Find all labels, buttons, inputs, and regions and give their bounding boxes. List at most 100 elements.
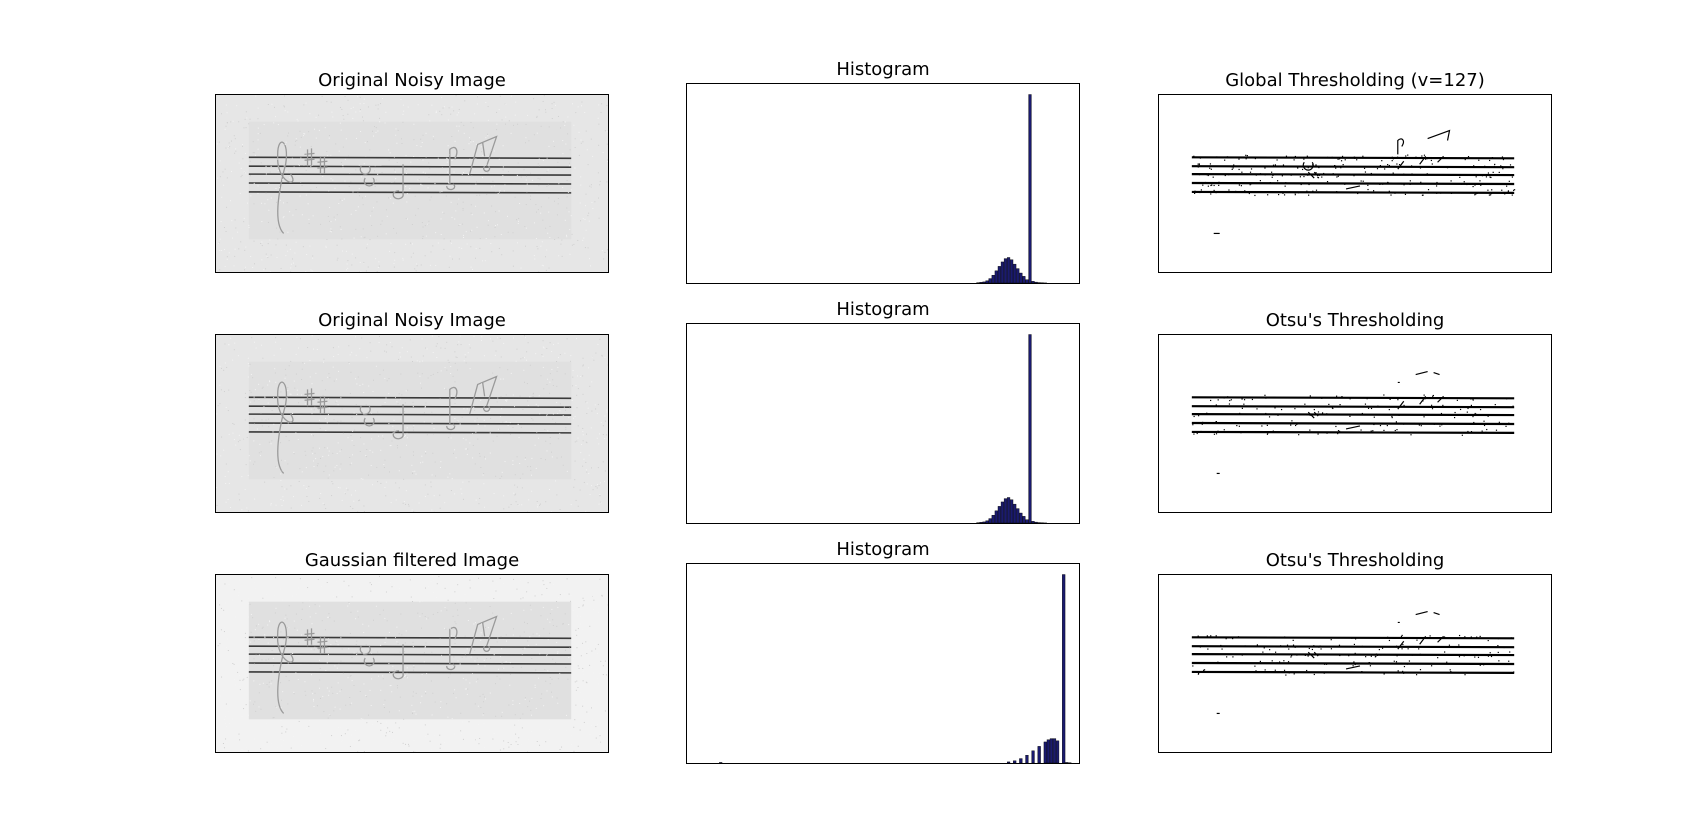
noise-pixel	[516, 456, 518, 458]
speckle	[1446, 167, 1449, 169]
noise-pixel	[542, 219, 544, 221]
noise-pixel	[275, 744, 277, 746]
noise-pixel	[606, 649, 608, 651]
speckle	[1277, 193, 1280, 196]
noise-pixel	[320, 223, 322, 225]
noise-pixel	[296, 577, 298, 579]
noise-pixel	[502, 618, 504, 620]
noise-pixel	[319, 679, 321, 681]
noise-pixel	[599, 578, 601, 580]
noise-pixel	[527, 640, 529, 642]
noise-pixel	[336, 400, 338, 402]
noise-pixel	[486, 171, 488, 173]
noise-pixel	[222, 743, 224, 744]
noise-pixel	[421, 373, 423, 375]
noise-pixel	[536, 633, 538, 635]
noise-pixel	[321, 95, 323, 97]
speckle	[1402, 643, 1404, 646]
noise-pixel	[467, 688, 469, 690]
speckle	[1328, 403, 1330, 406]
noise-pixel	[527, 582, 529, 584]
noise-pixel	[225, 741, 227, 743]
noise-pixel	[375, 258, 377, 260]
noise-pixel	[460, 488, 462, 490]
speckle	[1340, 167, 1342, 169]
noise-pixel	[430, 251, 432, 253]
noise-pixel	[515, 733, 517, 735]
noise-pixel	[598, 144, 600, 146]
noise-pixel	[284, 377, 286, 379]
speckle	[1194, 190, 1196, 192]
noise-pixel	[570, 744, 572, 746]
noise-pixel	[448, 437, 450, 439]
noise-pixel	[348, 648, 350, 650]
noise-pixel	[464, 635, 466, 637]
noise-pixel	[408, 745, 410, 747]
noise-pixel	[354, 730, 356, 732]
speckle	[1361, 645, 1363, 647]
speckle	[1274, 669, 1276, 671]
noise-pixel	[219, 604, 221, 606]
noise-pixel	[591, 596, 593, 598]
noise-pixel	[486, 194, 488, 196]
noise-pixel	[530, 195, 532, 197]
speckle	[1485, 176, 1488, 178]
noise-pixel	[435, 264, 437, 266]
noise-pixel	[291, 157, 293, 159]
noise-pixel	[243, 678, 245, 680]
noise-pixel	[280, 479, 282, 481]
histogram-bar	[1019, 512, 1023, 523]
speckle	[1381, 160, 1383, 162]
speckle	[1508, 180, 1510, 182]
noise-pixel	[479, 247, 481, 249]
noise-pixel	[231, 718, 233, 720]
noise-pixel	[238, 592, 240, 593]
noise-pixel	[582, 705, 584, 707]
noise-pixel	[218, 242, 220, 244]
noise-pixel	[301, 471, 303, 473]
noise-pixel	[266, 593, 268, 595]
noise-pixel	[293, 451, 295, 453]
noise-pixel	[549, 582, 551, 584]
speckle	[1282, 192, 1284, 194]
noise-pixel	[245, 246, 247, 248]
noise-pixel	[345, 138, 347, 140]
noise-pixel	[503, 508, 505, 510]
noise-pixel	[341, 740, 343, 742]
speckle	[1513, 189, 1516, 191]
noise-pixel	[235, 444, 237, 446]
speckle	[1403, 665, 1406, 668]
noise-pixel	[401, 634, 403, 636]
speckle	[1466, 183, 1468, 186]
noise-pixel	[576, 394, 578, 396]
speckle	[1321, 176, 1323, 178]
speckle	[1255, 174, 1257, 176]
noise-pixel	[557, 606, 559, 608]
noise-pixel	[294, 144, 296, 146]
noise-pixel	[369, 449, 371, 451]
noise-pixel	[329, 407, 331, 409]
speckle	[1259, 173, 1262, 175]
speckle	[1232, 167, 1234, 169]
noise-pixel	[339, 226, 341, 228]
noise-pixel	[500, 636, 502, 638]
noise-pixel	[514, 474, 516, 476]
speckle	[1201, 423, 1203, 425]
noise-pixel	[267, 642, 269, 644]
noise-pixel	[552, 658, 554, 660]
noise-pixel	[480, 383, 482, 385]
noise-pixel	[498, 109, 500, 111]
noise-pixel	[217, 177, 219, 179]
noise-pixel	[313, 700, 314, 702]
speckle	[1511, 194, 1513, 196]
noise-pixel	[557, 115, 559, 117]
noise-pixel	[526, 175, 528, 177]
noise-pixel	[303, 133, 305, 135]
noise-pixel	[454, 665, 456, 667]
noise-pixel	[304, 690, 306, 692]
noise-pixel	[333, 710, 335, 712]
speckle	[1276, 180, 1279, 182]
noise-pixel	[457, 614, 459, 616]
noise-pixel	[328, 613, 330, 615]
noise-pixel	[324, 447, 326, 449]
